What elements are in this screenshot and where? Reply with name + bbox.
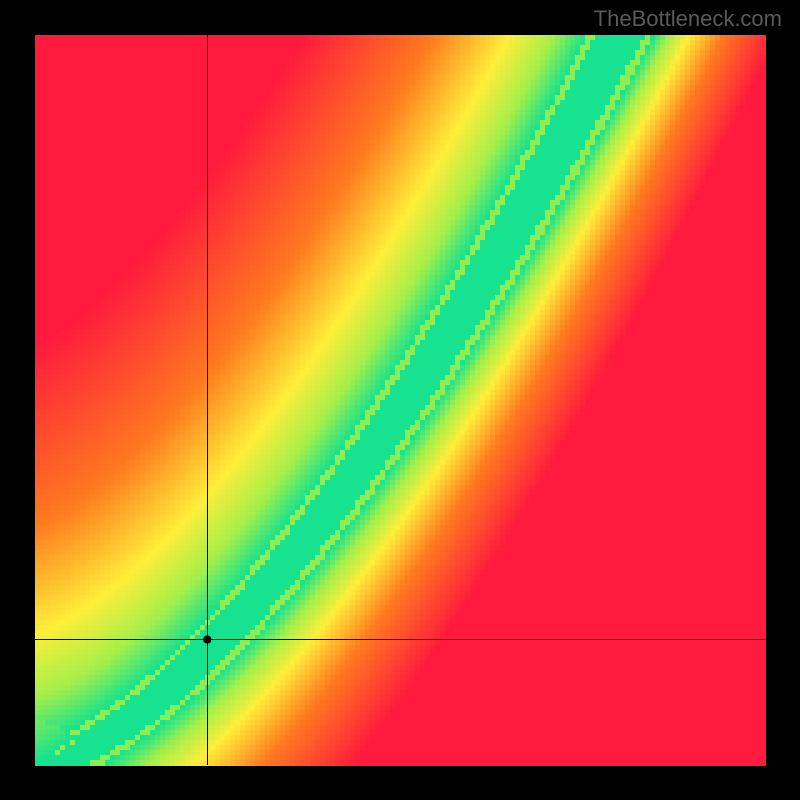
chart-container: TheBottleneck.com (0, 0, 800, 800)
bottleneck-heatmap (0, 0, 800, 800)
watermark-text: TheBottleneck.com (594, 6, 782, 32)
